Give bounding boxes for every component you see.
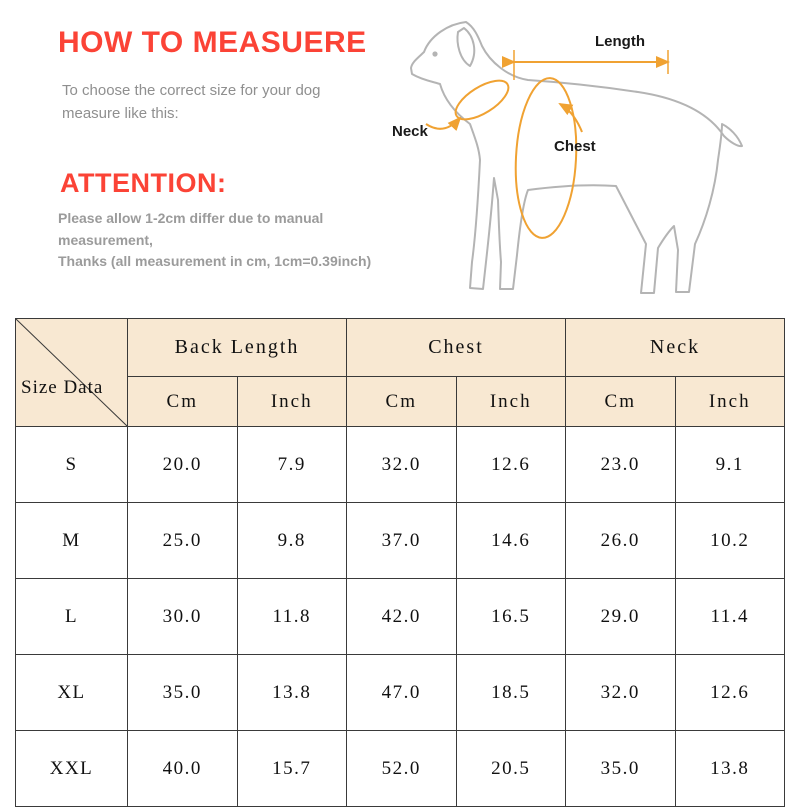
chest-inch-cell: 14.6 bbox=[455, 502, 566, 579]
dog-diagram-svg: Length Neck Chest bbox=[392, 21, 743, 294]
back-inch-cell: 7.9 bbox=[236, 426, 347, 503]
length-label: Length bbox=[595, 33, 645, 50]
chest-inch-cell: 18.5 bbox=[455, 654, 566, 731]
subheader-back-inch: Inch bbox=[236, 376, 347, 427]
subheader-back-cm: Cm bbox=[127, 376, 238, 427]
column-group-chest: Chest bbox=[346, 318, 566, 377]
table-row-xl: XL 35.0 13.8 47.0 18.5 32.0 12.6 bbox=[15, 654, 785, 731]
dog-outline-icon bbox=[410, 21, 743, 294]
neck-inch-cell: 11.4 bbox=[674, 578, 785, 655]
size-cell: M bbox=[15, 502, 128, 579]
page-title: HOW TO MEASUERE bbox=[58, 26, 367, 59]
size-cell: S bbox=[15, 426, 128, 503]
back-inch-cell: 15.7 bbox=[236, 730, 347, 807]
dog-measurement-diagram: Length Neck Chest bbox=[378, 0, 798, 312]
table-row-xxl: XXL 40.0 15.7 52.0 20.5 35.0 13.8 bbox=[15, 730, 785, 807]
attention-line1: Please allow 1-2cm differ due to manual … bbox=[58, 210, 324, 248]
column-group-neck: Neck bbox=[565, 318, 785, 377]
chest-cm-cell: 47.0 bbox=[346, 654, 457, 731]
neck-ellipse-icon bbox=[454, 79, 510, 121]
neck-arrow-icon bbox=[425, 116, 462, 131]
neck-cm-cell: 29.0 bbox=[565, 578, 676, 655]
diagonal-divider bbox=[16, 319, 127, 426]
back-inch-cell: 11.8 bbox=[236, 578, 347, 655]
neck-inch-cell: 12.6 bbox=[674, 654, 785, 731]
back-cm-cell: 20.0 bbox=[127, 426, 238, 503]
chest-ellipse-icon bbox=[514, 77, 578, 239]
neck-cm-cell: 23.0 bbox=[565, 426, 676, 503]
size-cell: XXL bbox=[15, 730, 128, 807]
table-row-l: L 30.0 11.8 42.0 16.5 29.0 11.4 bbox=[15, 578, 785, 655]
table-row-s: S 20.0 7.9 32.0 12.6 23.0 9.1 bbox=[15, 426, 785, 503]
attention-title: ATTENTION: bbox=[60, 168, 227, 198]
subheader-chest-cm: Cm bbox=[346, 376, 457, 427]
subheader-chest-inch: Inch bbox=[455, 376, 566, 427]
column-group-back-length: Back Length bbox=[127, 318, 347, 377]
instruction-section: HOW TO MEASUERE To choose the correct si… bbox=[0, 0, 800, 316]
table-row-m: M 25.0 9.8 37.0 14.6 26.0 10.2 bbox=[15, 502, 785, 579]
size-table: Size Data Back Length Chest Neck Cm Inch… bbox=[15, 318, 785, 807]
measurement-annotations bbox=[425, 50, 670, 239]
chest-cm-cell: 32.0 bbox=[346, 426, 457, 503]
chest-cm-cell: 37.0 bbox=[346, 502, 457, 579]
size-cell: L bbox=[15, 578, 128, 655]
neck-cm-cell: 32.0 bbox=[565, 654, 676, 731]
back-cm-cell: 25.0 bbox=[127, 502, 238, 579]
chest-inch-cell: 16.5 bbox=[455, 578, 566, 655]
chest-cm-cell: 52.0 bbox=[346, 730, 457, 807]
chest-cm-cell: 42.0 bbox=[346, 578, 457, 655]
back-inch-cell: 9.8 bbox=[236, 502, 347, 579]
size-data-corner-cell: Size Data bbox=[15, 318, 128, 427]
size-cell: XL bbox=[15, 654, 128, 731]
subheader-neck-inch: Inch bbox=[674, 376, 785, 427]
subtitle-line1: To choose the correct size for your dog bbox=[62, 82, 321, 99]
neck-inch-cell: 9.1 bbox=[674, 426, 785, 503]
subheader-neck-cm: Cm bbox=[565, 376, 676, 427]
neck-cm-cell: 26.0 bbox=[565, 502, 676, 579]
subtitle: To choose the correct size for your dog … bbox=[62, 80, 342, 125]
back-cm-cell: 40.0 bbox=[127, 730, 238, 807]
back-cm-cell: 30.0 bbox=[127, 578, 238, 655]
neck-inch-cell: 10.2 bbox=[674, 502, 785, 579]
chest-label: Chest bbox=[554, 138, 596, 155]
attention-text: Please allow 1-2cm differ due to manual … bbox=[58, 208, 398, 273]
neck-inch-cell: 13.8 bbox=[674, 730, 785, 807]
chest-inch-cell: 12.6 bbox=[455, 426, 566, 503]
neck-cm-cell: 35.0 bbox=[565, 730, 676, 807]
attention-line2: Thanks (all measurement in cm, 1cm=0.39i… bbox=[58, 253, 372, 270]
chest-inch-cell: 20.5 bbox=[455, 730, 566, 807]
subtitle-line2: measure like this: bbox=[62, 104, 179, 122]
corner-label: Size Data bbox=[21, 377, 104, 398]
chest-arrow-icon bbox=[558, 103, 583, 133]
back-inch-cell: 13.8 bbox=[236, 654, 347, 731]
neck-label: Neck bbox=[392, 123, 429, 140]
back-cm-cell: 35.0 bbox=[127, 654, 238, 731]
